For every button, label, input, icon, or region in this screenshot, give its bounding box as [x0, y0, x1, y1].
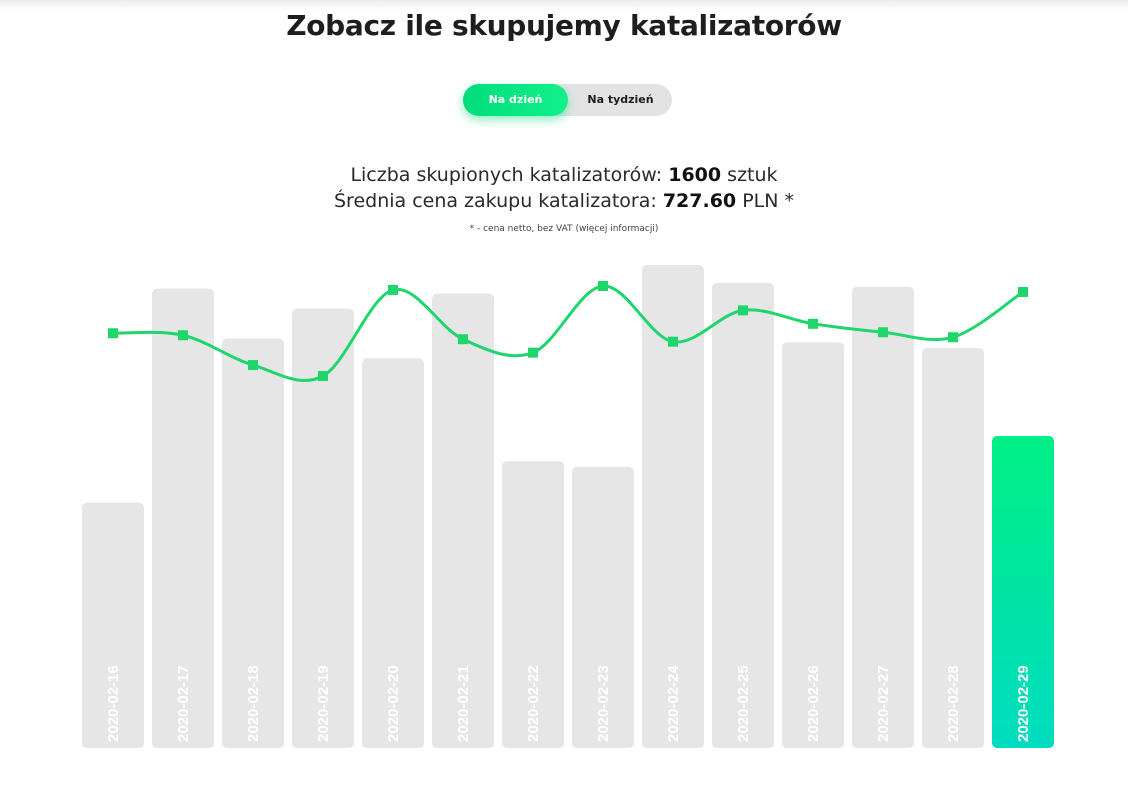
- period-toggle: Na dzień Na tydzień: [463, 84, 672, 116]
- trend-marker-2020-02-26[interactable]: [808, 318, 818, 329]
- trend-marker-2020-02-18[interactable]: [248, 360, 258, 371]
- toggle-weekly-button[interactable]: Na tydzień: [587, 93, 654, 106]
- trend-marker-2020-02-27[interactable]: [878, 327, 888, 338]
- bar-2020-02-19[interactable]: [292, 308, 354, 748]
- stats-summary: Liczba skupionych katalizatorów: 1600 sz…: [0, 162, 1128, 214]
- trend-markers-group: [108, 281, 1028, 381]
- page-title: Zobacz ile skupujemy katalizatorów: [286, 9, 842, 42]
- trend-marker-2020-02-17[interactable]: [178, 330, 188, 341]
- bar-2020-02-24[interactable]: [642, 265, 704, 748]
- trend-marker-2020-02-25[interactable]: [738, 305, 748, 316]
- bar-label-2020-02-22: 2020-02-22: [525, 665, 542, 742]
- bar-2020-02-21[interactable]: [432, 293, 494, 748]
- trend-marker-2020-02-20[interactable]: [388, 284, 398, 295]
- bar-label-2020-02-28: 2020-02-28: [945, 665, 962, 742]
- count-line: Liczba skupionych katalizatorów: 1600 sz…: [0, 162, 1128, 188]
- bar-label-2020-02-19: 2020-02-19: [315, 665, 332, 742]
- bar-2020-02-22[interactable]: [502, 461, 564, 748]
- bars-group: [82, 265, 1054, 748]
- bar-label-2020-02-24: 2020-02-24: [665, 665, 682, 742]
- trend-marker-2020-02-19[interactable]: [318, 371, 328, 381]
- bar-2020-02-27[interactable]: [852, 286, 914, 748]
- footnote: * - cena netto, bez VAT (więcej informac…: [0, 224, 1128, 234]
- trend-marker-2020-02-21[interactable]: [458, 334, 468, 345]
- bar-label-2020-02-26: 2020-02-26: [805, 665, 822, 742]
- count-unit: sztuk: [727, 164, 778, 186]
- bar-label-2020-02-18: 2020-02-18: [245, 665, 262, 742]
- bar-2020-02-26[interactable]: [782, 342, 844, 748]
- bar-label-2020-02-23: 2020-02-23: [595, 665, 612, 742]
- bar-labels-group: 2020-02-16 2020-02-17 2020-02-18 2020-02-19…: [105, 665, 1032, 742]
- count-prefix: Liczba skupionych katalizatorów:: [350, 164, 663, 186]
- trend-marker-2020-02-28[interactable]: [948, 332, 958, 343]
- bar-2020-02-18[interactable]: [222, 338, 284, 748]
- trend-marker-2020-02-16[interactable]: [108, 328, 118, 339]
- bar-2020-02-23[interactable]: [572, 466, 634, 748]
- bar-2020-02-29[interactable]: [992, 435, 1054, 748]
- price-prefix: Średnia cena zakupu katalizatora:: [333, 190, 657, 212]
- bar-2020-02-16[interactable]: [82, 502, 144, 748]
- bar-label-2020-02-17: 2020-02-17: [175, 665, 192, 742]
- price-unit: PLN *: [742, 190, 794, 212]
- price-value: 727.60: [662, 190, 737, 212]
- bar-2020-02-17[interactable]: [152, 288, 214, 748]
- trend-marker-2020-02-29[interactable]: [1018, 286, 1028, 297]
- bar-label-2020-02-21: 2020-02-21: [455, 665, 472, 742]
- trend-marker-2020-02-24[interactable]: [668, 336, 678, 347]
- footnote-text: * - cena netto, bez VAT: [469, 224, 573, 234]
- price-line: Średnia cena zakupu katalizatora: 727.60…: [0, 188, 1128, 214]
- bar-label-2020-02-20: 2020-02-20: [385, 665, 402, 742]
- top-strip: [0, 0, 1128, 10]
- bar-label-2020-02-16: 2020-02-16: [105, 665, 122, 742]
- toggle-daily-button[interactable]: Na dzień: [463, 84, 568, 116]
- trend-marker-2020-02-22[interactable]: [528, 347, 538, 358]
- bar-label-2020-02-29: 2020-02-29: [1015, 665, 1032, 742]
- bar-label-2020-02-27: 2020-02-27: [875, 665, 892, 742]
- price-trend-line: [112, 284, 1024, 382]
- bar-2020-02-25[interactable]: [712, 282, 774, 748]
- bar-label-2020-02-25: 2020-02-25: [735, 665, 752, 742]
- bar-2020-02-20[interactable]: [362, 358, 424, 748]
- bar-2020-02-28[interactable]: [922, 348, 984, 748]
- more-info-link[interactable]: (więcej informacji): [575, 224, 659, 234]
- trend-marker-2020-02-23[interactable]: [598, 281, 608, 291]
- count-value: 1600: [668, 164, 722, 186]
